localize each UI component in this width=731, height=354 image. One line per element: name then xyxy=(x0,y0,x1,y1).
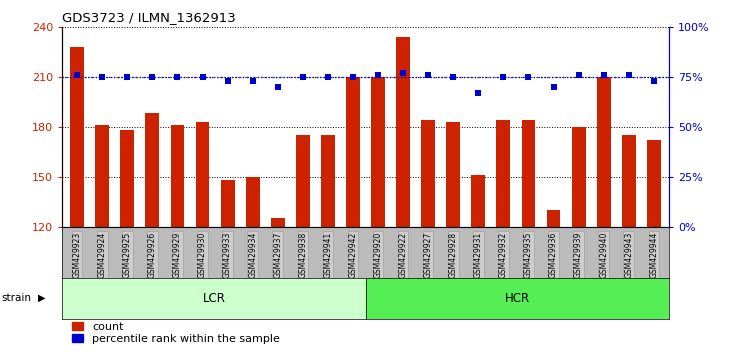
Bar xyxy=(196,121,209,227)
Point xyxy=(573,72,585,78)
Bar xyxy=(371,76,385,227)
Bar xyxy=(296,135,310,227)
Point xyxy=(297,74,308,79)
Text: GSM429927: GSM429927 xyxy=(424,232,433,278)
Point xyxy=(423,72,434,78)
Point xyxy=(347,74,359,79)
Bar xyxy=(596,76,610,227)
Text: GSM429926: GSM429926 xyxy=(148,232,157,278)
Bar xyxy=(246,177,260,227)
Text: GSM429925: GSM429925 xyxy=(123,232,132,278)
Point xyxy=(523,74,534,79)
Bar xyxy=(145,113,159,227)
Point xyxy=(247,78,259,84)
Bar xyxy=(170,125,184,227)
Text: GSM429928: GSM429928 xyxy=(449,232,458,278)
Point xyxy=(372,72,384,78)
Point xyxy=(397,70,409,75)
Bar xyxy=(221,180,235,227)
Point xyxy=(472,90,484,95)
Point xyxy=(498,74,510,79)
Point xyxy=(72,72,83,78)
Text: GSM429943: GSM429943 xyxy=(624,232,633,278)
Text: GDS3723 / ILMN_1362913: GDS3723 / ILMN_1362913 xyxy=(62,11,236,24)
Text: LCR: LCR xyxy=(202,292,225,305)
Point xyxy=(197,74,208,79)
Text: GSM429934: GSM429934 xyxy=(249,232,257,278)
Bar xyxy=(95,125,109,227)
Legend: count, percentile rank within the sample: count, percentile rank within the sample xyxy=(68,317,284,348)
Point xyxy=(623,72,635,78)
Point xyxy=(146,74,158,79)
Text: GSM429929: GSM429929 xyxy=(173,232,182,278)
Text: GSM429932: GSM429932 xyxy=(499,232,508,278)
Point xyxy=(172,74,183,79)
Bar xyxy=(447,121,460,227)
Text: GSM429936: GSM429936 xyxy=(549,232,558,278)
Text: GSM429938: GSM429938 xyxy=(298,232,307,278)
Text: GSM429940: GSM429940 xyxy=(599,232,608,278)
Text: strain: strain xyxy=(1,293,31,303)
Text: GSM429939: GSM429939 xyxy=(574,232,583,278)
Bar xyxy=(396,36,410,227)
Bar xyxy=(70,47,84,227)
Text: GSM429924: GSM429924 xyxy=(98,232,107,278)
Bar xyxy=(471,175,485,227)
Text: GSM429930: GSM429930 xyxy=(198,232,207,278)
Point xyxy=(598,72,610,78)
Text: ▶: ▶ xyxy=(38,293,45,303)
Text: GSM429933: GSM429933 xyxy=(223,232,232,278)
Text: GSM429944: GSM429944 xyxy=(649,232,659,278)
Text: GSM429922: GSM429922 xyxy=(398,232,408,278)
Text: GSM429935: GSM429935 xyxy=(524,232,533,278)
Point xyxy=(121,74,133,79)
Text: GSM429941: GSM429941 xyxy=(323,232,333,278)
Text: GSM429923: GSM429923 xyxy=(72,232,82,278)
Text: HCR: HCR xyxy=(504,292,530,305)
Bar xyxy=(121,130,135,227)
Point xyxy=(447,74,459,79)
Text: GSM429920: GSM429920 xyxy=(374,232,382,278)
Text: GSM429942: GSM429942 xyxy=(349,232,357,278)
Bar xyxy=(321,135,335,227)
Bar xyxy=(346,76,360,227)
Bar xyxy=(421,120,435,227)
Bar xyxy=(496,120,510,227)
Point xyxy=(322,74,334,79)
Bar xyxy=(271,218,284,227)
Point xyxy=(221,78,233,84)
Text: GSM429937: GSM429937 xyxy=(273,232,282,278)
Bar xyxy=(572,127,586,227)
Bar xyxy=(547,210,561,227)
Point xyxy=(96,74,108,79)
Point xyxy=(548,84,559,89)
Text: GSM429931: GSM429931 xyxy=(474,232,482,278)
Bar xyxy=(522,120,535,227)
Bar xyxy=(647,140,661,227)
Point xyxy=(648,78,659,84)
Point xyxy=(272,84,284,89)
Bar xyxy=(622,135,636,227)
